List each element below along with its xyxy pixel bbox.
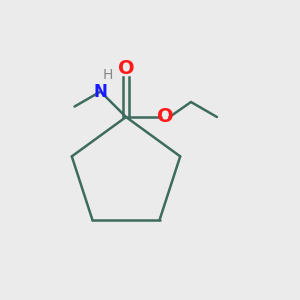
Text: O: O (157, 107, 173, 127)
Text: O: O (118, 59, 134, 79)
Text: N: N (94, 82, 107, 100)
Text: H: H (103, 68, 113, 82)
